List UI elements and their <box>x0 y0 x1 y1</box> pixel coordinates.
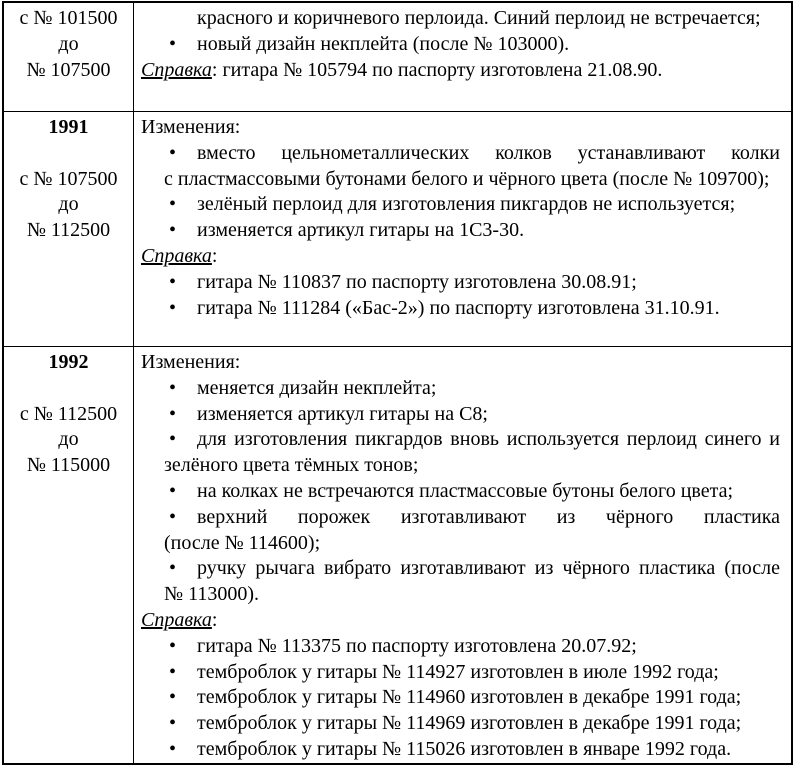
bullet-item: • темброблок у гитары № 115026 изготовлен… <box>164 737 780 763</box>
bullet-item: • изменяется артикул гитары на С8; <box>164 402 780 428</box>
bullet-item: • темброблок у гитары № 114927 изготовлен… <box>164 660 780 686</box>
bullet-text: новый дизайн некплейта (после № 103000). <box>197 32 570 55</box>
bullet-item: • на колках не встречаются пластмассовые … <box>164 479 780 505</box>
serial-range-line: № 107500 <box>26 58 111 81</box>
bullet-icon: • <box>169 193 177 216</box>
bullet-item: • для изготовления пикгардов вновь исполь… <box>164 427 780 479</box>
continued-paragraph: красного и коричневого перлоида. Синий п… <box>164 6 780 32</box>
bullet-icon: • <box>169 686 177 709</box>
reference-rest: : <box>211 608 218 631</box>
bullet-item: • ручку рычага вибрато изготавливают из ч… <box>164 556 780 608</box>
paragraph-text: Изменения: <box>141 351 241 373</box>
bullet-icon: • <box>169 219 177 242</box>
bullet-icon: • <box>169 712 177 735</box>
bullet-text: верхний порожек изготавливают из чёрного… <box>164 505 780 554</box>
bullet-text: меняется дизайн некплейта; <box>197 376 437 399</box>
bullet-text: гитара № 111284 («Бас-2») по паспорту из… <box>197 296 720 319</box>
paragraph: Справка: <box>141 244 780 270</box>
bullet-icon: • <box>169 402 177 425</box>
bullet-item: • верхний порожек изготавливают из чёрног… <box>164 505 780 557</box>
bullet-icon: • <box>169 634 177 657</box>
paragraph: Изменения: <box>141 350 780 376</box>
bullet-icon: • <box>169 505 177 528</box>
bullet-icon: • <box>169 428 177 451</box>
bullet-text: изменяется артикул гитары на 1С3-30. <box>197 219 525 242</box>
bullet-item: • зелёный перлоид для изготовления пикгар… <box>164 192 780 218</box>
bullet-icon: • <box>169 737 177 760</box>
bullet-text: темброблок у гитары № 114927 изготовлен … <box>197 660 719 683</box>
bullet-icon: • <box>169 141 177 164</box>
reference-rest: : гитара № 105794 по паспорту изготовлен… <box>211 58 663 81</box>
bullet-icon: • <box>169 557 177 580</box>
paragraph: Справка: <box>141 608 780 634</box>
reference-label: Справка <box>141 608 212 631</box>
bullet-text: для изготовления пикгардов вновь использ… <box>164 428 780 477</box>
bullet-text: темброблок у гитары № 114969 изготовлен … <box>197 712 742 735</box>
bullet-text: ручку рычага вибрато изготавливают из чё… <box>164 557 780 606</box>
serial-range-line: до <box>58 32 79 55</box>
serial-range-line: с № 107500 <box>19 167 118 190</box>
bullet-icon: • <box>169 32 177 55</box>
bullet-item: • темброблок у гитары № 114960 изготовлен… <box>164 685 780 711</box>
reference-label: Справка <box>141 58 212 81</box>
bullet-text: зелёный перлоид для изготовления пикгард… <box>197 193 736 216</box>
bullet-text: на колках не встречаются пластмассовые б… <box>197 479 734 502</box>
bullet-text: изменяется артикул гитары на С8; <box>197 402 488 425</box>
serial-range-cell: 1991 с № 107500 до № 112500 <box>4 112 134 347</box>
year-label: 1992 <box>48 351 89 373</box>
serial-range-line: № 115000 <box>26 454 111 477</box>
bullet-icon: • <box>169 479 177 502</box>
serial-range-cell: 1992 с № 112500 до № 115000 <box>4 347 134 763</box>
serial-range-line: до <box>58 193 79 216</box>
bullet-item: • гитара № 111284 («Бас-2») по паспорту и… <box>164 296 780 322</box>
bullet-text: вместо цельнометаллических колков устана… <box>164 141 780 190</box>
bullet-item: • гитара № 113375 по паспорту изготовлена… <box>164 634 780 660</box>
changes-cell: красного и коричневого перлоида. Синий п… <box>134 3 791 112</box>
paragraph: Изменения: <box>141 115 780 141</box>
bullet-text: темброблок у гитары № 114960 изготовлен … <box>197 686 742 709</box>
changes-cell: Изменения: • вместо цельнометаллических ко… <box>134 112 791 347</box>
serial-range-line: до <box>58 428 79 451</box>
paragraph-text: красного и коричневого перлоида. Синий п… <box>197 7 761 29</box>
bullet-item: • новый дизайн некплейта (после № 103000)… <box>164 32 780 58</box>
reference-rest: : <box>211 244 218 267</box>
bullet-icon: • <box>169 296 177 319</box>
bullet-item: • изменяется артикул гитары на 1С3-30. <box>164 218 780 244</box>
changes-cell: Изменения: • меняется дизайн некплейта; • из… <box>134 347 791 763</box>
bullet-text: гитара № 110837 по паспорту изготовлена … <box>197 270 637 293</box>
serial-range-line: с № 101500 <box>19 7 118 29</box>
bullet-item: • меняется дизайн некплейта; <box>164 376 780 402</box>
reference-label: Справка <box>141 244 212 267</box>
bullet-item: • темброблок у гитары № 114969 изготовлен… <box>164 711 780 737</box>
bullet-item: • гитара № 110837 по паспорту изготовлена… <box>164 270 780 296</box>
bullet-icon: • <box>169 376 177 399</box>
bullet-text: гитара № 113375 по паспорту изготовлена … <box>197 634 637 657</box>
serial-range-line: с № 112500 <box>19 402 118 425</box>
bullet-icon: • <box>169 270 177 293</box>
year-label: 1991 <box>48 116 89 138</box>
bullet-text: темброблок у гитары № 115026 изготовлен … <box>197 737 732 760</box>
paragraph: Справка: гитара № 105794 по паспорту изг… <box>141 58 780 84</box>
serial-range-cell: с № 101500 до № 107500 <box>4 3 134 112</box>
bullet-item: • вместо цельнометаллических колков устан… <box>164 141 780 193</box>
bullet-icon: • <box>169 660 177 683</box>
serial-range-line: № 112500 <box>26 219 111 242</box>
paragraph-text: Изменения: <box>141 116 241 138</box>
